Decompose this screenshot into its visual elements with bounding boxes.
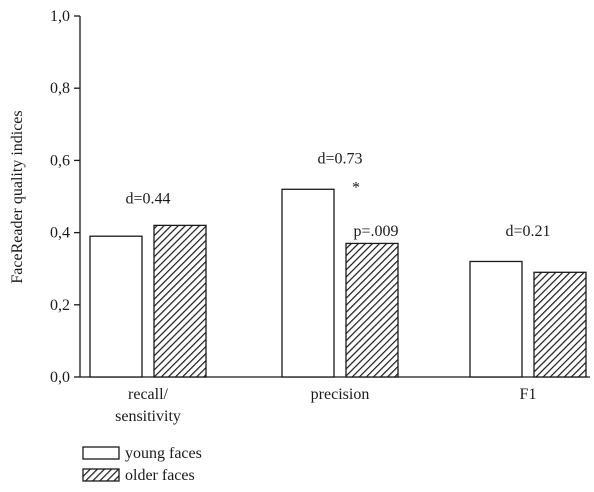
- bar-young-faces-0: [89, 235, 143, 378]
- annotation: p=.009: [353, 223, 398, 240]
- annotation: d=0.44: [125, 190, 170, 207]
- x-category-label: recall/: [128, 386, 169, 403]
- y-tick-label: 1,0: [50, 8, 70, 25]
- y-axis-title: FaceReader quality indices: [9, 110, 26, 283]
- annotation: d=0.73: [317, 151, 362, 168]
- x-category-label: F1: [520, 386, 537, 403]
- annotation: *: [352, 179, 360, 196]
- legend-label-older-faces: older faces: [125, 467, 195, 484]
- bar-young-faces-2: [469, 260, 523, 378]
- legend: young faces older faces: [82, 445, 202, 484]
- y-tick-label: 0,6: [50, 152, 70, 169]
- y-tick-label: 0,0: [50, 369, 70, 386]
- legend-swatch-older-faces: [82, 468, 120, 482]
- y-tick-label: 0,4: [50, 225, 70, 242]
- y-tick-label: 0,2: [50, 297, 70, 314]
- bar-older-faces-0: [153, 224, 207, 378]
- bar-young-faces-1: [281, 188, 335, 378]
- annotation: d=0.21: [505, 223, 550, 240]
- x-category-label: sensitivity: [115, 408, 181, 425]
- legend-swatch-young-faces: [82, 446, 120, 460]
- legend-label-young-faces: young faces: [125, 445, 202, 462]
- plot-area: 0,0 0,2 0,4 0,6 0,8 1,0 recall/sensitivity prec…: [50, 8, 590, 425]
- bar-older-faces-2: [533, 271, 587, 378]
- x-category-label: precision: [311, 386, 370, 403]
- bar-older-faces-1: [345, 242, 399, 378]
- y-tick-label: 0,8: [50, 80, 70, 97]
